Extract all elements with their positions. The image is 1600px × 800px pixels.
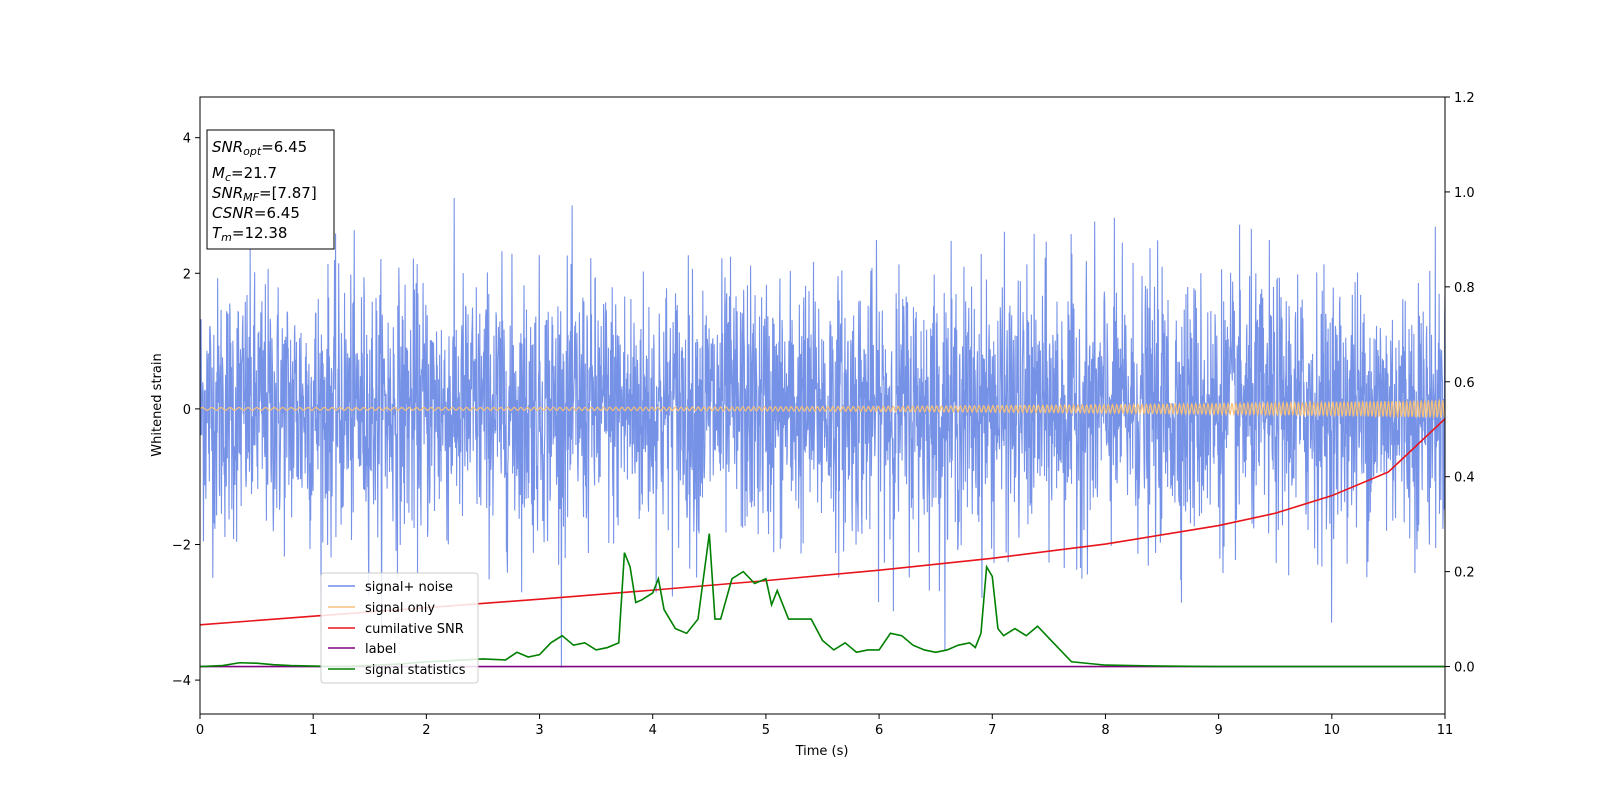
legend-label-signal-only: signal only — [365, 601, 435, 616]
signal-noise-series — [200, 197, 1445, 668]
legend-label-cumulative-snr: cumilative SNR — [365, 622, 464, 637]
x-tick-label: 11 — [1437, 723, 1454, 738]
x-tick-label: 8 — [1101, 723, 1109, 738]
legend-label-signal-statistics: signal statistics — [365, 663, 466, 678]
x-tick-label: 9 — [1214, 723, 1222, 738]
y2-tick-label: 1.2 — [1454, 91, 1475, 106]
y2-tick-label: 0.6 — [1454, 376, 1475, 391]
y-tick-label: 2 — [183, 267, 191, 282]
x-tick-label: 2 — [422, 723, 430, 738]
stat-tm: Tm=12.38 — [212, 224, 287, 244]
y2-tick-label: 0.8 — [1454, 281, 1475, 296]
x-axis-label: Time (s) — [795, 744, 849, 759]
y-tick-label: 4 — [183, 132, 191, 147]
legend-label-label: label — [365, 642, 396, 657]
stat-snr-opt: SNRopt=6.45 — [212, 138, 307, 158]
legend: signal+ noise signal only cumilative SNR… — [320, 572, 479, 684]
signal-noise-line — [200, 197, 1445, 668]
y2-tick-label: 0.0 — [1454, 661, 1475, 676]
x-tick-label: 5 — [762, 723, 770, 738]
stat-snr-mf: SNRMF=[7.87] — [212, 184, 317, 204]
y-axis-label: Whitened strain — [150, 353, 165, 456]
legend-label-signal-noise: signal+ noise — [365, 580, 453, 595]
y-axis-ticks: 4 2 0 −2 −4 — [172, 132, 200, 689]
signal-only-line — [200, 398, 1445, 420]
y-tick-label: 0 — [183, 403, 191, 418]
x-tick-label: 3 — [535, 723, 543, 738]
x-tick-label: 6 — [875, 723, 883, 738]
y-tick-label: −4 — [172, 674, 191, 689]
y-tick-label: −2 — [172, 538, 191, 553]
x-tick-label: 10 — [1324, 723, 1341, 738]
y2-tick-label: 0.2 — [1454, 566, 1475, 581]
plot-frame — [199, 96, 1446, 715]
x-tick-label: 1 — [309, 723, 317, 738]
x-tick-label: 7 — [988, 723, 996, 738]
signal-only-series — [200, 398, 1445, 420]
x-tick-label: 0 — [196, 723, 204, 738]
stats-box: SNRopt=6.45 Mc=21.7 SNRMF=[7.87] CSNR=6.… — [206, 129, 335, 250]
x-tick-label: 4 — [649, 723, 657, 738]
y2-tick-label: 1.0 — [1454, 186, 1475, 201]
y2-axis-ticks: 1.2 1.0 0.8 0.6 0.4 0.2 0.0 — [1445, 91, 1475, 676]
stat-csnr: CSNR=6.45 — [212, 204, 300, 222]
y2-tick-label: 0.4 — [1454, 471, 1475, 486]
stat-mc: Mc=21.7 — [212, 164, 277, 184]
x-axis-ticks: 0 1 2 3 4 5 6 7 8 9 10 11 — [196, 714, 1453, 738]
